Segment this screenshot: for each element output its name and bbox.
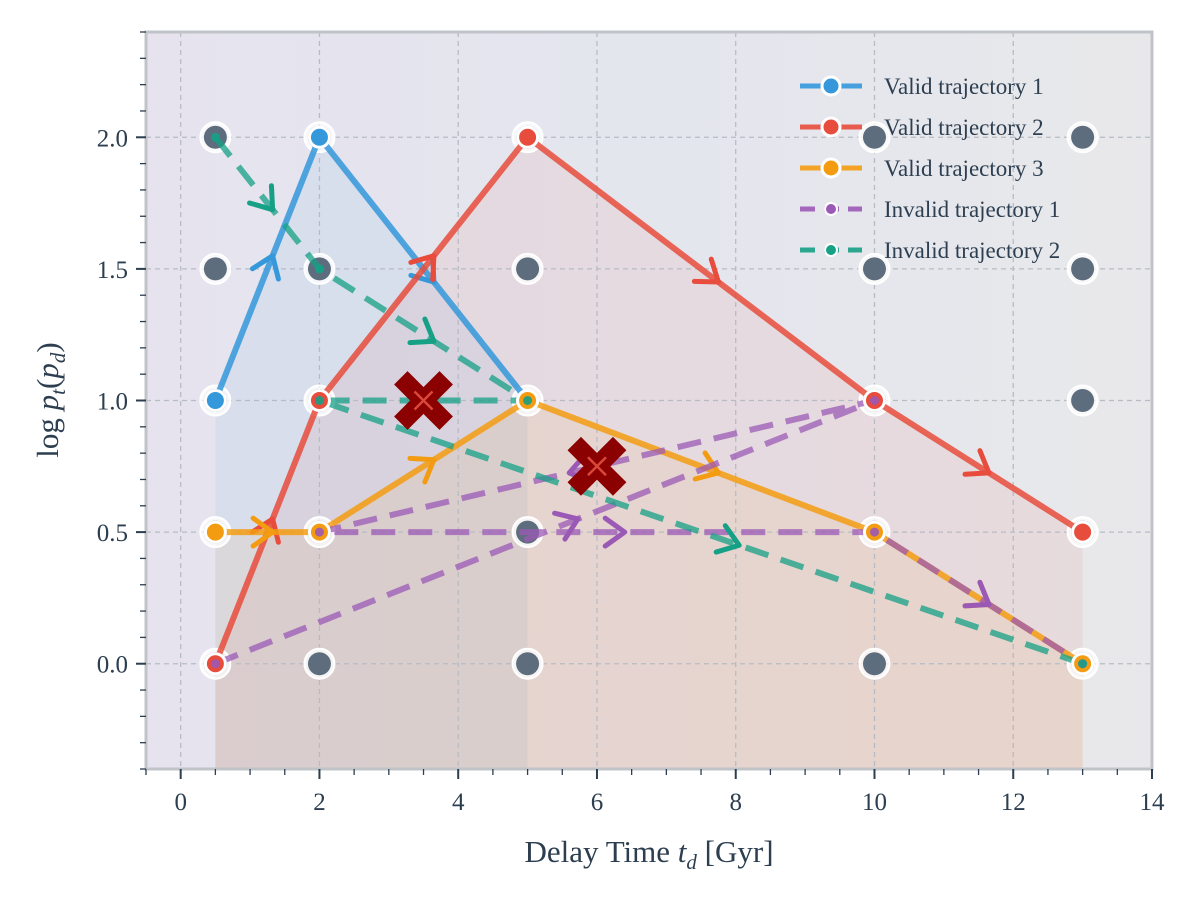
legend-item-1: Valid trajectory 1 [800, 74, 1044, 99]
grid-node [307, 652, 331, 676]
direction-arrow [249, 253, 281, 282]
legend-marker [820, 116, 842, 138]
direction-arrow [962, 579, 992, 609]
area-fill-1 [215, 137, 528, 770]
data-point [1078, 659, 1088, 669]
grid-node [862, 652, 886, 676]
legend-item-5: Invalid trajectory 2 [800, 238, 1060, 263]
data-point [314, 264, 324, 274]
x-tick-label: 12 [1001, 789, 1026, 816]
direction-arrow [962, 448, 992, 477]
axis-ticks: 0 2 4 6 8 10 12 14 0.0 0.5 1.0 1.5 2.0 [97, 31, 1166, 816]
grid-node [862, 125, 886, 149]
legend-label: Valid trajectory 1 [884, 74, 1044, 99]
legend-marker [820, 75, 842, 97]
violation-markers [394, 371, 627, 496]
x-tick-label: 4 [452, 789, 465, 816]
x-tick-label: 10 [862, 789, 887, 816]
y-tick-label: 1.0 [97, 389, 128, 416]
data-point [869, 396, 879, 405]
x-tick-label: 2 [313, 789, 326, 816]
data-point [314, 396, 324, 405]
direction-arrow [247, 183, 276, 213]
direction-arrow [408, 253, 437, 283]
legend: Valid trajectory 1 Valid trajectory 2 Vali… [800, 74, 1060, 263]
grid-node [1071, 257, 1095, 281]
direction-arrow [407, 455, 437, 485]
x-tick-label: 14 [1140, 789, 1166, 816]
legend-item-2: Valid trajectory 2 [800, 115, 1044, 140]
violation-marker [567, 436, 627, 496]
direction-arrow [691, 256, 721, 285]
x-tick-label: 6 [591, 789, 604, 816]
legend-label: Invalid trajectory 1 [884, 197, 1060, 222]
data-point [314, 527, 324, 537]
legend-item-3: Valid trajectory 3 [800, 156, 1044, 181]
y-tick-label: 0.0 [97, 652, 128, 679]
data-point [210, 659, 220, 669]
violation-marker [394, 371, 453, 430]
direction-arrow [602, 515, 628, 549]
legend-label: Valid trajectory 2 [884, 115, 1044, 140]
x-tick-label: 0 [174, 789, 187, 816]
legend-item-4: Invalid trajectory 1 [800, 197, 1060, 222]
grid-lines [146, 32, 1152, 769]
grid-node [516, 652, 540, 676]
data-point [307, 125, 331, 149]
data-point [203, 520, 227, 544]
legend-label: Invalid trajectory 2 [884, 238, 1060, 263]
legend-marker [824, 243, 838, 257]
direction-arrow [407, 316, 437, 346]
x-axis-title: Delay Time td [Gyr] [524, 834, 773, 874]
direction-arrow [552, 510, 581, 542]
grid-node [203, 257, 227, 281]
direction-arrow [250, 515, 276, 549]
data-point [523, 396, 533, 405]
data-point [516, 125, 540, 149]
legend-marker [824, 202, 838, 216]
direction-arrow [692, 450, 721, 482]
grid-node [862, 257, 886, 281]
legend-marker [820, 157, 842, 179]
y-tick-label: 0.5 [97, 520, 128, 547]
y-tick-label: 1.5 [97, 257, 128, 284]
violation-x-highlight [587, 456, 607, 477]
grid-node [516, 257, 540, 281]
data-point [203, 389, 227, 412]
data-point [210, 132, 220, 142]
violation-x-highlight [413, 390, 434, 411]
legend-label: Valid trajectory 3 [884, 156, 1044, 181]
grid-node [1071, 125, 1095, 149]
grid-node [1071, 389, 1095, 412]
y-tick-label: 2.0 [97, 125, 128, 152]
direction-arrow [713, 523, 742, 555]
data-point [1071, 520, 1095, 544]
series-markers [203, 125, 1095, 676]
y-axis-title: log pt(pd) [30, 342, 70, 457]
x-tick-label: 8 [729, 789, 742, 816]
data-point [869, 527, 879, 537]
